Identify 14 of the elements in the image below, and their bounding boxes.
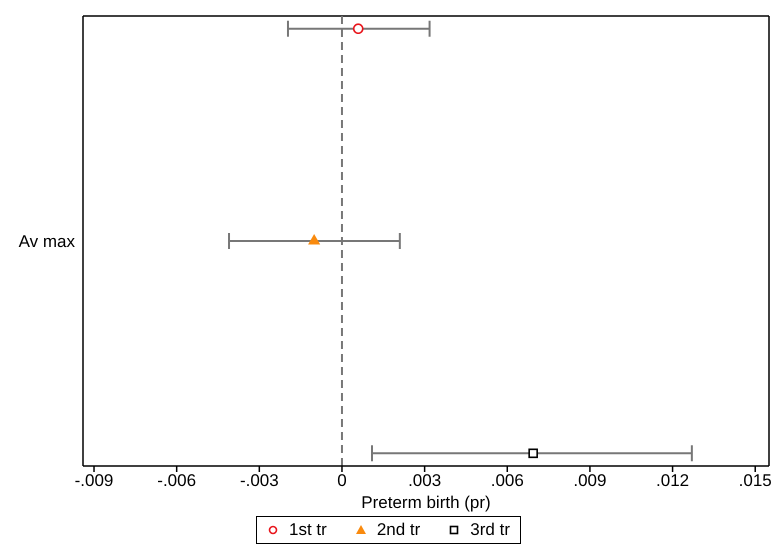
x-tick-label: -.006 [157, 471, 196, 490]
x-tick-label: -.003 [240, 471, 279, 490]
x-tick-label: .015 [738, 471, 772, 490]
y-tick-label: Av max [18, 232, 76, 252]
legend-label: 1st tr [289, 520, 327, 540]
legend-label: 2nd tr [376, 520, 420, 540]
x-tick-label: .003 [408, 471, 442, 490]
x-tick-label: .009 [573, 471, 606, 490]
x-tick-label: 0 [337, 471, 347, 490]
x-tick-label: .006 [490, 471, 524, 490]
x-tick-label: -.009 [74, 471, 114, 490]
x-tick-label: .012 [656, 471, 690, 490]
legend-label: 3rd tr [470, 520, 510, 540]
x-axis-title: Preterm birth (pr) [361, 493, 491, 512]
